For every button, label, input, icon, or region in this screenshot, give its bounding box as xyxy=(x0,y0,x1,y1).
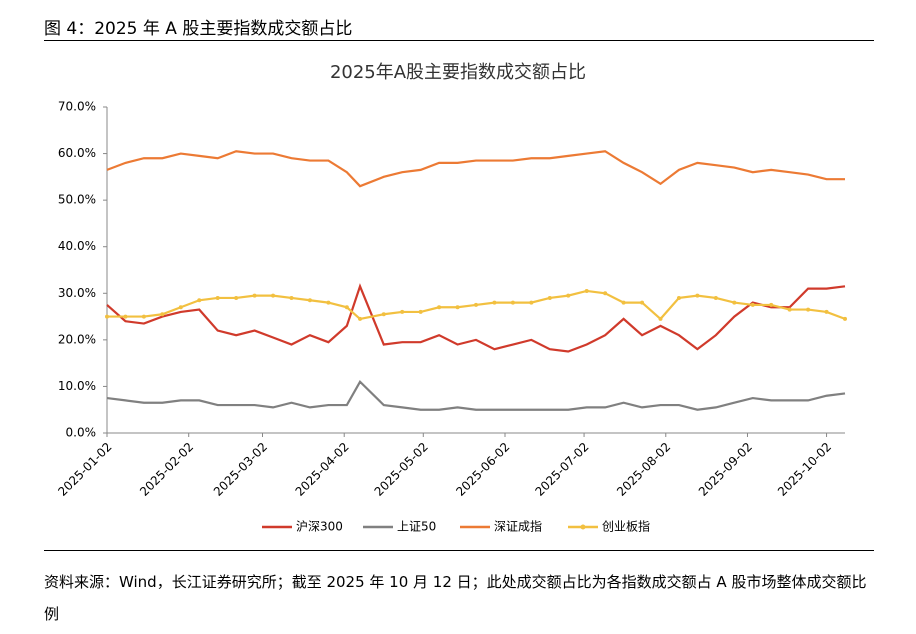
series-marker xyxy=(824,309,829,314)
series-marker xyxy=(455,305,460,310)
series-marker xyxy=(105,314,109,319)
series-marker xyxy=(418,309,423,314)
series-marker xyxy=(344,305,349,310)
series-marker xyxy=(658,316,663,321)
series-marker xyxy=(732,300,737,305)
y-tick-label: 40.0% xyxy=(58,239,96,253)
x-tick-label: 2025-06-02 xyxy=(453,440,512,499)
series-marker xyxy=(252,293,257,298)
series-line xyxy=(106,379,846,411)
x-tick-label: 2025-05-02 xyxy=(372,440,431,499)
series-line xyxy=(106,150,845,188)
series-marker xyxy=(713,295,718,300)
series-marker xyxy=(621,300,626,305)
legend-marker xyxy=(580,524,586,530)
series-marker xyxy=(197,298,202,303)
series-marker xyxy=(437,305,442,310)
x-tick-label: 2025-09-02 xyxy=(696,440,755,499)
legend-label: 沪深300 xyxy=(296,520,343,534)
legend-label: 上证50 xyxy=(397,520,436,534)
series-marker xyxy=(178,305,183,310)
series-marker xyxy=(510,300,515,305)
series-marker xyxy=(695,293,700,298)
series-marker xyxy=(843,316,847,321)
series-marker xyxy=(271,293,276,298)
x-tick-label: 2025-03-02 xyxy=(211,440,270,499)
x-tick-label: 2025-02-02 xyxy=(137,440,196,499)
legend-label: 深证成指 xyxy=(494,519,542,534)
y-tick-label: 70.0% xyxy=(58,100,96,114)
x-tick-label: 2025-01-02 xyxy=(55,440,114,499)
series-marker xyxy=(358,316,363,321)
series-marker xyxy=(492,300,497,305)
legend-label: 创业板指 xyxy=(602,519,650,534)
chart-title: 2025年A股主要指数成交额占比 xyxy=(330,62,586,83)
x-tick-label: 2025-08-02 xyxy=(614,440,673,499)
y-tick-label: 10.0% xyxy=(58,379,96,393)
x-tick-label: 2025-10-02 xyxy=(775,440,834,499)
series-marker xyxy=(750,302,755,307)
series-marker xyxy=(141,314,146,319)
x-tick-label: 2025-04-02 xyxy=(293,440,352,499)
y-tick-label: 60.0% xyxy=(58,146,96,160)
series-marker xyxy=(474,302,478,307)
y-tick-label: 50.0% xyxy=(58,193,96,207)
series-marker xyxy=(234,295,239,300)
figure-title: 图 4：2025 年 A 股主要指数成交额占比 xyxy=(44,19,353,39)
series-marker xyxy=(215,295,220,300)
x-tick-label: 2025-07-02 xyxy=(532,440,591,499)
y-tick-label: 20.0% xyxy=(58,332,96,346)
y-tick-label: 0.0% xyxy=(66,426,97,440)
series-marker xyxy=(769,302,774,307)
series-marker xyxy=(566,293,571,298)
source-note: 资料来源：Wind，长江证券研究所；截至 2025 年 10 月 12 日；此处… xyxy=(44,573,867,623)
series-marker xyxy=(787,307,792,312)
series-marker xyxy=(160,312,165,317)
series-marker xyxy=(676,295,681,300)
series-marker xyxy=(529,300,534,305)
rule xyxy=(44,40,874,41)
series-marker xyxy=(640,300,645,305)
series-marker xyxy=(584,288,589,293)
y-tick-label: 30.0% xyxy=(58,286,96,300)
series-marker xyxy=(806,307,811,312)
series-marker xyxy=(289,295,294,300)
series-marker xyxy=(326,300,331,305)
rule xyxy=(44,550,874,551)
series-marker xyxy=(603,291,608,296)
series-marker xyxy=(547,295,552,300)
series-marker xyxy=(400,309,405,314)
series-line xyxy=(106,283,846,353)
series-marker xyxy=(307,298,312,303)
series-marker xyxy=(381,312,386,317)
series-marker xyxy=(123,314,128,319)
